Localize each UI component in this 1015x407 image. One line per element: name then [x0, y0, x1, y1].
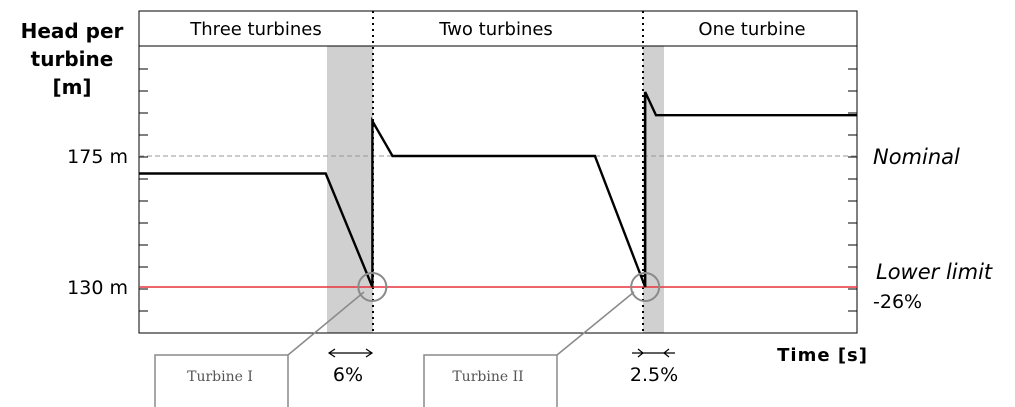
turbine-2-leader-line [556, 291, 635, 356]
head-series-line [139, 91, 857, 288]
turbine-1-callout-box [154, 354, 289, 407]
duration-arrow-turbine-1 [327, 348, 374, 358]
duration-label-turbine-2: 2.5% [630, 364, 678, 386]
shutdown-span-turbine-1 [327, 46, 373, 333]
turbine-2-callout-label: Turbine II [452, 369, 523, 385]
nominal-label: Nominal [873, 145, 960, 169]
y-tick-marks-right [848, 68, 857, 312]
turbine-1-marker-circle [357, 272, 388, 302]
zone-label-one-turbine: One turbine [698, 19, 805, 40]
duration-arrow-turbine-2 [632, 348, 675, 358]
y-tick-label-130: 130 m [67, 277, 128, 299]
y-axis-title-line-1: Head per [21, 19, 124, 43]
duration-label-turbine-1: 6% [333, 364, 363, 386]
shutdown-span-turbine-2 [643, 46, 664, 333]
turbine-1-leader-line [287, 291, 365, 356]
y-tick-marks-left [139, 68, 148, 312]
x-axis-title: Time [s] [777, 345, 868, 366]
zone-label-two-turbines: Two turbines [438, 19, 553, 40]
y-tick-label-175: 175 m [67, 146, 128, 168]
turbine-2-marker-circle [630, 272, 661, 302]
turbine-2-callout-box [423, 354, 558, 407]
lower-limit-label: Lower limit [876, 260, 993, 284]
plot-frame [138, 10, 858, 334]
turbine-1-callout-label: Turbine I [187, 369, 253, 385]
lower-limit-percent-label: -26% [873, 291, 922, 313]
zone-label-three-turbines: Three turbines [189, 19, 321, 40]
y-axis-title-line-2: turbine [31, 47, 114, 71]
y-axis-title-line-3: [m] [52, 75, 91, 99]
